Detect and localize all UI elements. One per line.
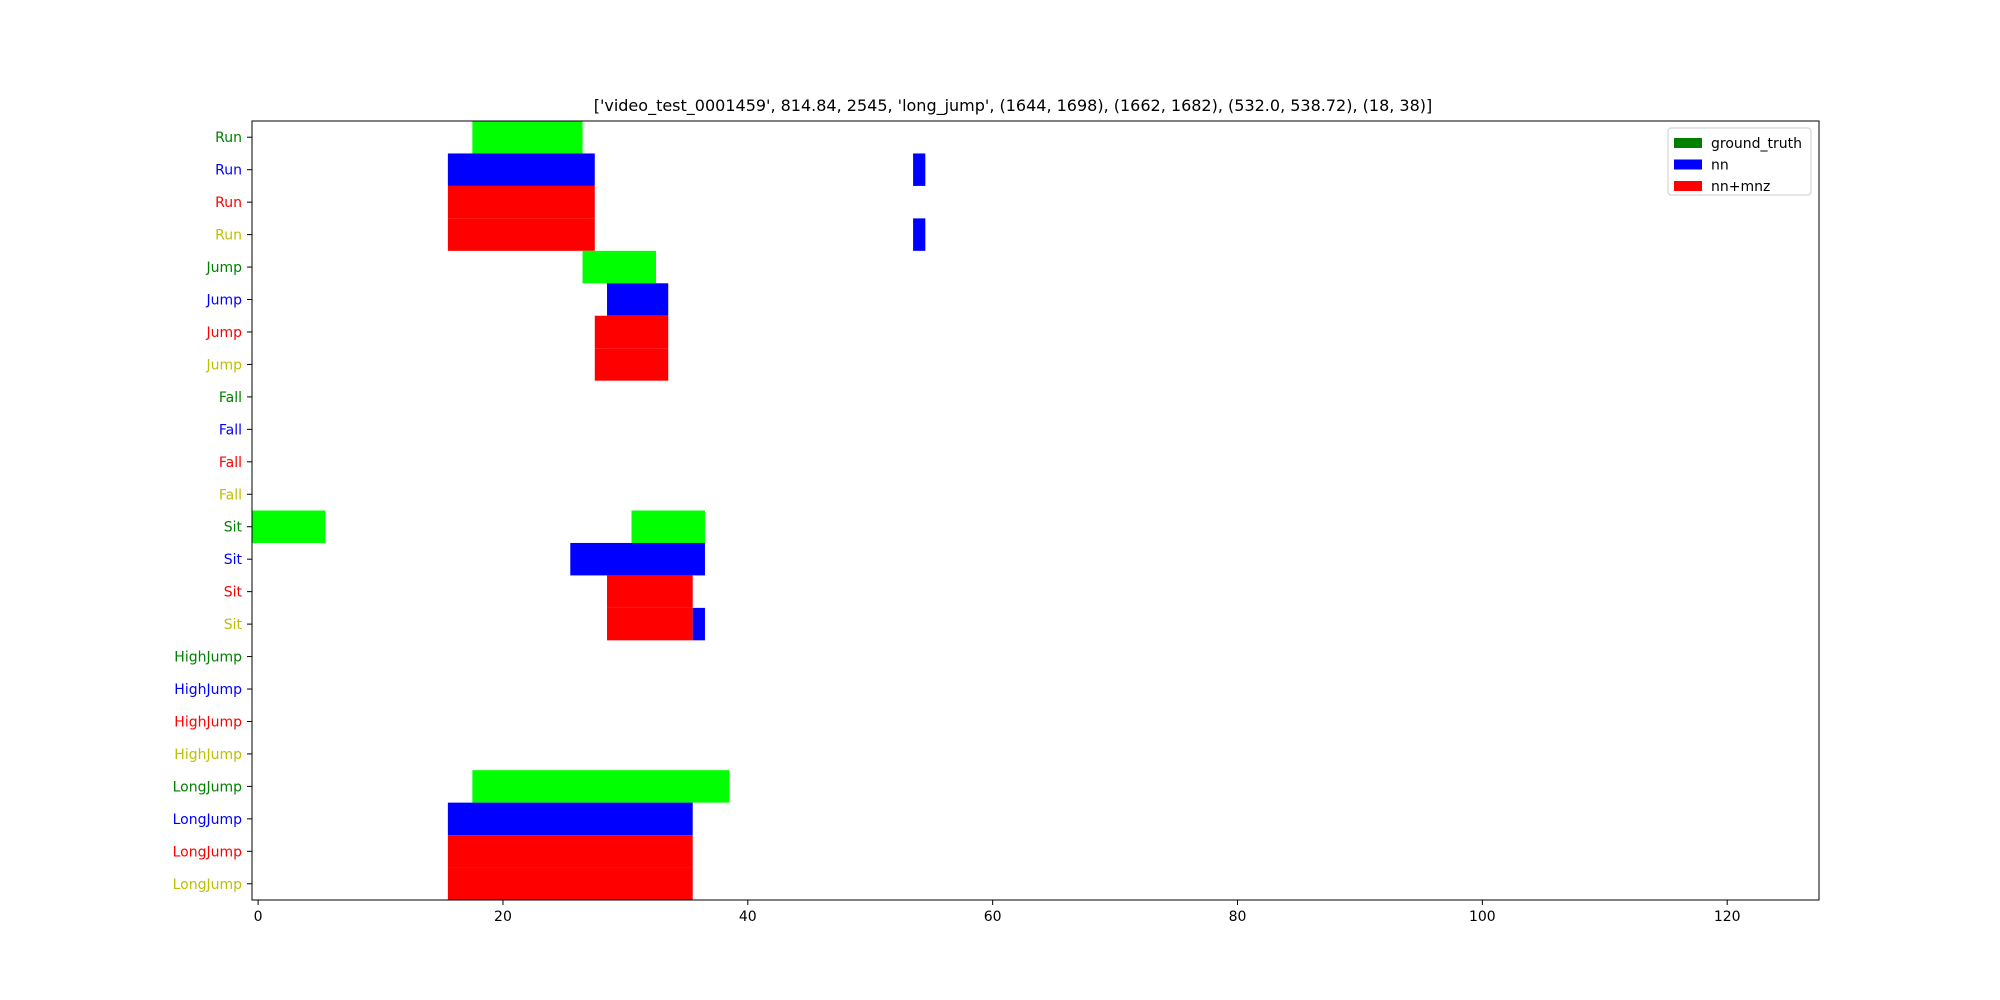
legend-swatch bbox=[1674, 138, 1702, 148]
x-tick-label: 120 bbox=[1714, 909, 1741, 925]
y-tick-label: HighJump bbox=[174, 650, 242, 666]
bar-segment bbox=[570, 542, 705, 576]
chart-title: ['video_test_0001459', 814.84, 2545, 'lo… bbox=[594, 96, 1433, 116]
y-tick-label: Fall bbox=[219, 487, 242, 503]
bar-segment bbox=[447, 218, 595, 251]
y-tick-label: LongJump bbox=[173, 877, 243, 893]
bar-segment bbox=[594, 315, 669, 349]
bar-segment bbox=[447, 153, 595, 186]
y-tick-label: Fall bbox=[219, 455, 242, 471]
bar-segment bbox=[472, 121, 583, 154]
legend-label: nn bbox=[1711, 158, 1729, 174]
y-tick-label: Run bbox=[215, 195, 242, 211]
bars bbox=[252, 121, 926, 900]
y-tick-label: Sit bbox=[224, 585, 243, 601]
y-tick-label: Jump bbox=[205, 260, 242, 276]
bar-segment bbox=[692, 607, 705, 641]
y-tick-label: HighJump bbox=[174, 682, 242, 698]
bar-segment bbox=[913, 218, 926, 251]
bar-segment bbox=[447, 835, 693, 868]
y-tick-label: Jump bbox=[205, 357, 242, 373]
y-axis: Run Run Run Run Jump Jump Jump Jump Fall Fall Fall… bbox=[173, 130, 252, 893]
legend-label: ground_truth bbox=[1711, 136, 1802, 152]
bar-segment bbox=[607, 283, 669, 316]
y-tick-label: Sit bbox=[224, 617, 243, 633]
bar-segment bbox=[594, 348, 669, 381]
legend-box bbox=[1667, 127, 1812, 196]
y-tick-label: Sit bbox=[224, 520, 243, 536]
y-tick-label: Run bbox=[215, 228, 242, 244]
x-tick-label: 20 bbox=[494, 909, 512, 925]
bar-segment bbox=[607, 607, 693, 641]
y-tick-label: HighJump bbox=[174, 714, 242, 730]
y-tick-label: LongJump bbox=[173, 844, 243, 860]
y-tick-label: Run bbox=[215, 130, 242, 146]
y-tick-label: Jump bbox=[205, 293, 242, 309]
bar-segment bbox=[472, 770, 730, 803]
y-tick-label: Sit bbox=[224, 552, 243, 568]
x-tick-label: 60 bbox=[984, 909, 1002, 925]
bar-segment bbox=[607, 575, 693, 608]
legend-swatch bbox=[1674, 159, 1702, 170]
plot-frame bbox=[251, 120, 1820, 901]
legend-label: nn+mnz bbox=[1711, 179, 1770, 195]
legend-swatch bbox=[1674, 181, 1702, 191]
x-axis: 0 20 40 60 80 100 120 bbox=[254, 900, 1741, 925]
y-tick-label: HighJump bbox=[174, 747, 242, 763]
y-tick-label: Fall bbox=[219, 390, 242, 406]
y-tick-label: Run bbox=[215, 163, 242, 179]
bar-segment bbox=[447, 867, 693, 900]
bar-segment bbox=[913, 153, 926, 186]
y-tick-label: Fall bbox=[219, 422, 242, 438]
bar-segment bbox=[447, 802, 693, 836]
y-tick-label: LongJump bbox=[173, 812, 243, 828]
x-tick-label: 0 bbox=[254, 909, 263, 925]
y-tick-label: Jump bbox=[205, 325, 242, 341]
x-tick-label: 100 bbox=[1469, 909, 1496, 925]
bar-segment bbox=[582, 250, 656, 284]
x-tick-label: 80 bbox=[1229, 909, 1247, 925]
bar-segment bbox=[631, 510, 705, 543]
bar-segment bbox=[447, 185, 595, 219]
x-tick-label: 40 bbox=[739, 909, 757, 925]
y-tick-label: LongJump bbox=[173, 779, 243, 795]
bar-segment bbox=[252, 510, 326, 543]
